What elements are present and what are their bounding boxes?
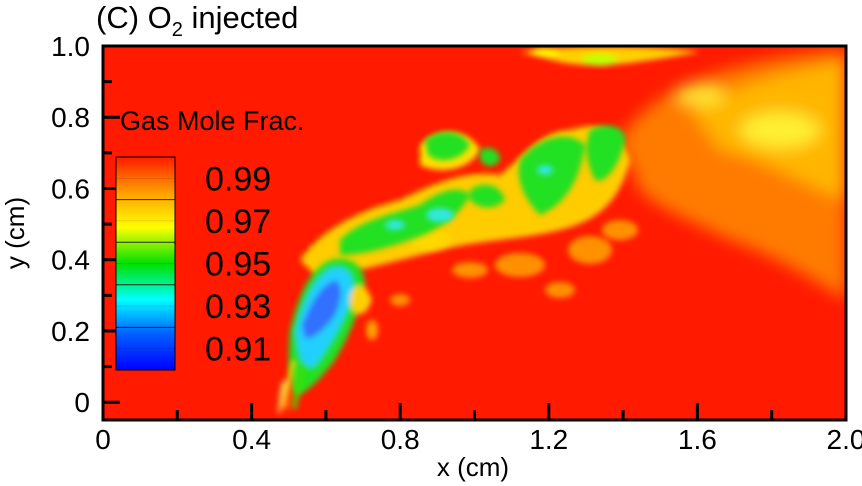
colorbar: Gas Mole Frac. 0.99 0.97 0.95 0.93 0.91: [115, 106, 305, 371]
colorbar-labels: 0.99 0.97 0.95 0.93 0.91: [205, 160, 271, 368]
x-tick-label: 0.4: [232, 424, 271, 455]
x-tick-label: 0.8: [381, 424, 420, 455]
y-axis-label: y (cm): [0, 197, 30, 269]
title-subscript: 2: [172, 19, 183, 41]
colorbar-level-lines: [116, 178, 175, 349]
colorbar-label: 0.91: [205, 331, 271, 369]
y-tick-label: 0.2: [51, 316, 90, 347]
x-tick-label: 2.0: [827, 424, 862, 455]
y-tick-label: 1.0: [51, 31, 90, 62]
y-axis: 0 0.2 0.4 0.6 0.8 1.0: [51, 31, 120, 418]
colorbar-label: 0.99: [205, 160, 271, 198]
colorbar-label: 0.97: [205, 203, 271, 241]
colorbar-title: Gas Mole Frac.: [120, 106, 305, 136]
lower-plume: [288, 258, 378, 395]
title-prefix: (C) O: [96, 0, 172, 35]
colorbar-label: 0.93: [205, 288, 271, 326]
title-suffix: injected: [183, 0, 298, 35]
upper-right-plume: [620, 50, 846, 300]
heatmap-field: [103, 46, 846, 420]
x-tick-label: 1.2: [529, 424, 568, 455]
y-tick-label: 0.6: [51, 173, 90, 204]
y-tick-label: 0: [74, 387, 90, 418]
chart-title: (C) O2 injected: [96, 0, 298, 41]
colorbar-label: 0.95: [205, 246, 271, 284]
green-structures: [340, 125, 625, 255]
cyan-patches: [385, 165, 553, 230]
upper-streak: [520, 46, 700, 66]
y-tick-label: 0.8: [51, 102, 90, 133]
injection-streaks: [278, 360, 306, 414]
x-tick-label: 0: [95, 424, 111, 455]
x-tick-label: 1.6: [678, 424, 717, 455]
y-tick-label: 0.4: [51, 245, 90, 276]
x-axis: 0 0.4 0.8 1.2 1.6 2.0: [95, 403, 862, 455]
x-axis-label: x (cm): [437, 452, 509, 482]
colorbar-gradient: [115, 156, 176, 371]
